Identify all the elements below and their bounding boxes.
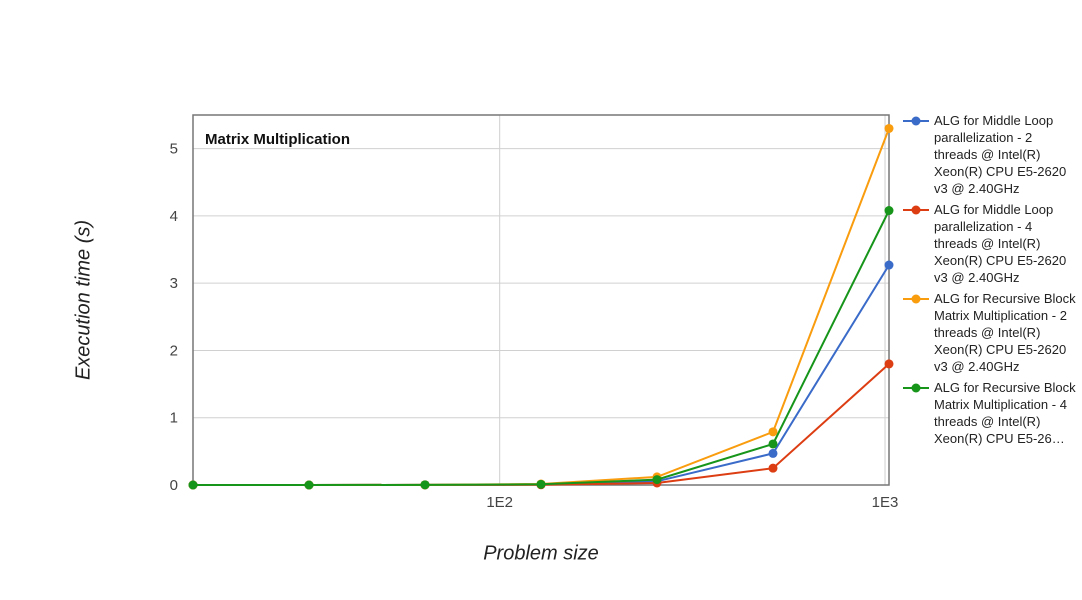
data-point [652, 475, 662, 485]
legend-item: ALG for Recursive Block Matrix Multiplic… [902, 379, 1077, 447]
chart-title: Matrix Multiplication [205, 131, 350, 148]
series-4 [188, 206, 894, 490]
data-point [768, 427, 778, 437]
y-tick-label: 1 [170, 410, 178, 427]
data-point [188, 480, 198, 490]
y-tick-label: 3 [170, 275, 178, 292]
series-2 [188, 359, 894, 490]
legend-label: ALG for Middle Loop parallelization - 2 … [934, 113, 1067, 196]
legend-swatch [903, 116, 929, 126]
y-tick-labels: 0 1 2 3 4 5 [170, 141, 178, 494]
legend-swatch [903, 383, 929, 393]
legend: ALG for Middle Loop parallelization - 2 … [902, 112, 1077, 451]
legend-item: ALG for Recursive Block Matrix Multiplic… [902, 290, 1077, 375]
grid-lines [193, 115, 889, 485]
legend-label: ALG for Middle Loop parallelization - 4 … [934, 202, 1067, 285]
y-axis-label: Execution time (s) [72, 219, 95, 381]
y-tick-label: 0 [170, 477, 178, 494]
x-axis-label: Problem size [483, 542, 599, 565]
x-tick-labels: 1E2 1E3 [486, 494, 898, 511]
y-tick-label: 2 [170, 342, 178, 359]
legend-swatch [903, 294, 929, 304]
y-tick-label: 4 [170, 208, 178, 225]
data-point [768, 463, 778, 473]
series-line [193, 128, 890, 486]
x-tick-label: 1E3 [872, 494, 899, 511]
data-point [536, 479, 546, 489]
data-point [884, 123, 894, 133]
series-lines [188, 123, 894, 490]
data-point [768, 448, 778, 458]
data-point [304, 480, 314, 490]
series-line [193, 363, 890, 486]
data-point [768, 439, 778, 449]
data-point [884, 206, 894, 216]
data-point [884, 260, 894, 270]
plot-frame [192, 114, 890, 486]
data-point [884, 359, 894, 369]
x-tick-label: 1E2 [486, 494, 513, 511]
legend-item: ALG for Middle Loop parallelization - 4 … [902, 201, 1077, 286]
legend-item: ALG for Middle Loop parallelization - 2 … [902, 112, 1077, 197]
series-line [193, 210, 890, 486]
legend-swatch [903, 205, 929, 215]
series-3 [188, 123, 894, 490]
data-point [420, 480, 430, 490]
legend-label: ALG for Recursive Block Matrix Multiplic… [934, 291, 1076, 374]
y-tick-label: 5 [170, 141, 178, 158]
series-line [193, 264, 890, 486]
legend-label: ALG for Recursive Block Matrix Multiplic… [934, 380, 1076, 446]
